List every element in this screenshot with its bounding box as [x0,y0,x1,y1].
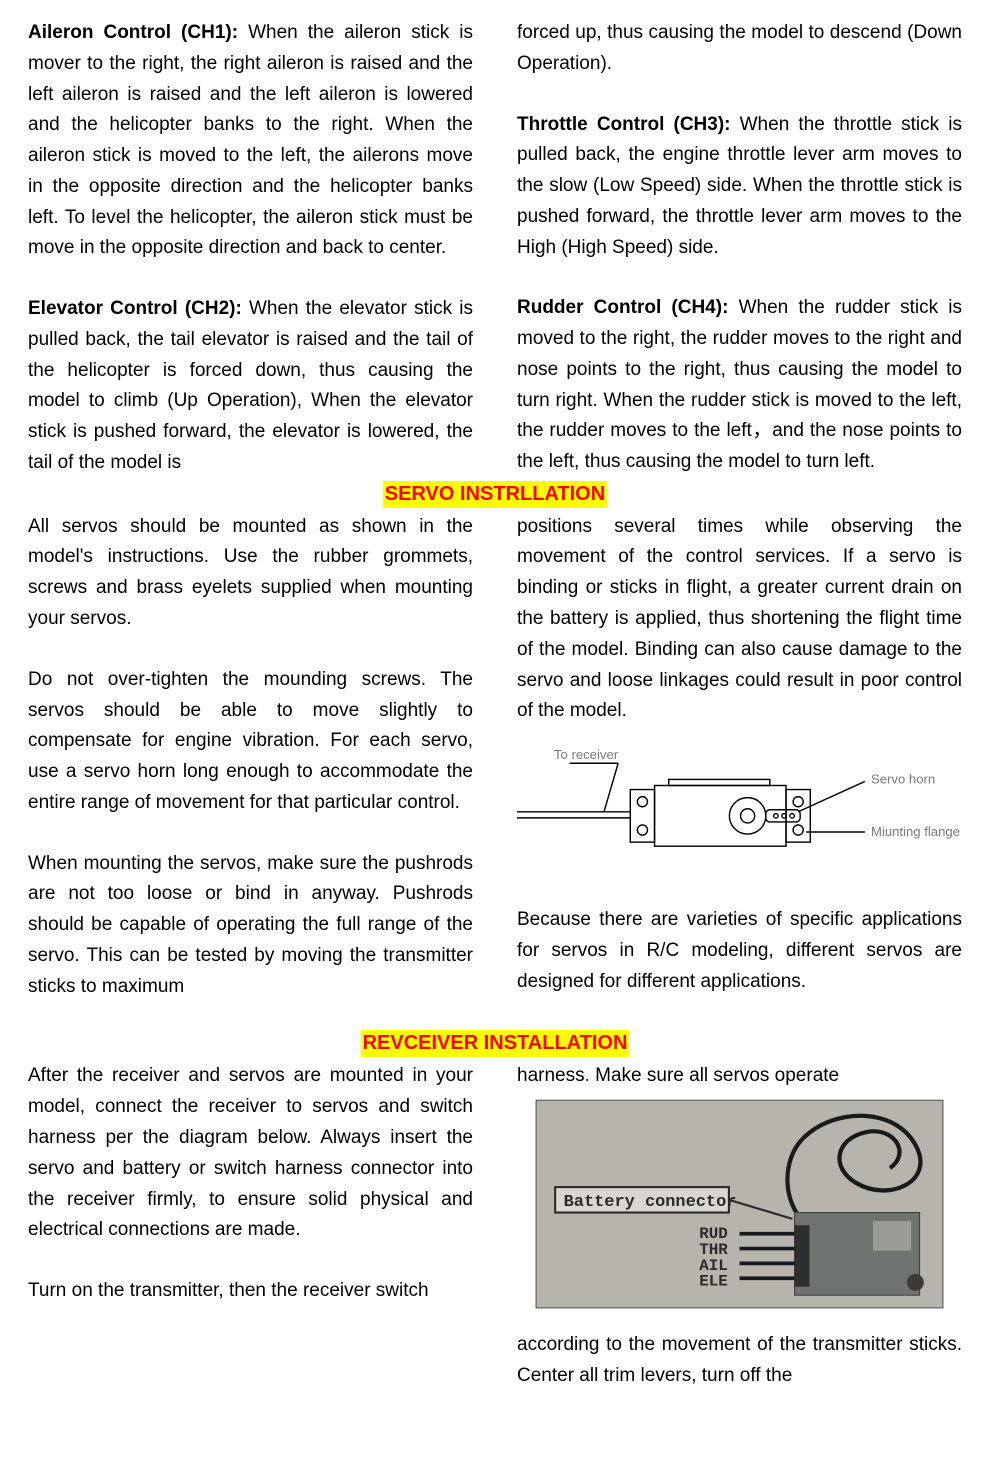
servo-p2: Do not over-tighten the mounding screws.… [28,665,473,819]
diagram-label-flange: Miunting flange [871,824,960,839]
controls-left-column: Aileron Control (CH1): When the aileron … [28,18,473,479]
controls-columns: Aileron Control (CH1): When the aileron … [28,18,962,479]
receiver-p1: After the receiver and servos are mounte… [28,1061,473,1246]
receiver-right-column: harness. Make sure all servos operate [517,1061,962,1391]
servo-install-heading: SERVO INSTRLLATION [28,481,962,508]
servo-r-p1: positions several times while observing … [517,512,962,727]
servo-right-column: positions several times while observing … [517,512,962,1003]
aileron-paragraph: Aileron Control (CH1): When the aileron … [28,18,473,264]
controls-right-column: forced up, thus causing the model to des… [517,18,962,479]
receiver-r-p1b: according to the movement of the transmi… [517,1330,962,1392]
throttle-paragraph: Throttle Control (CH3): When the throttl… [517,110,962,264]
servo-install-heading-text: SERVO INSTRLLATION [383,481,607,508]
servo-columns: All servos should be mounted as shown in… [28,512,962,1003]
elevator-heading: Elevator Control (CH2): [28,298,242,319]
aileron-heading: Aileron Control (CH1): [28,22,238,43]
receiver-photo: Battery connector RUD THR AIL ELE [517,1096,962,1313]
receiver-columns: After the receiver and servos are mounte… [28,1061,962,1391]
photo-label-battery: Battery connector [564,1193,737,1212]
receiver-install-heading: REVCEIVER INSTALLATION [28,1030,962,1057]
receiver-p2: Turn on the transmitter, then the receiv… [28,1276,473,1307]
throttle-body: When the throttle stick is pulled back, … [517,114,962,258]
elevator-cont-paragraph: forced up, thus causing the model to des… [517,18,962,80]
receiver-r-p1a: harness. Make sure all servos operate [517,1061,962,1092]
document-page: Aileron Control (CH1): When the aileron … [0,0,990,1392]
elevator-body: When the elevator stick is pulled back, … [28,298,473,473]
rudder-paragraph: Rudder Control (CH4): When the rudder st… [517,293,962,478]
rudder-body: When the rudder stick is moved to the ri… [517,297,962,472]
rudder-heading: Rudder Control (CH4): [517,297,728,318]
elevator-paragraph: Elevator Control (CH2): When the elevato… [28,294,473,479]
servo-p1: All servos should be mounted as shown in… [28,512,473,635]
servo-diagram: To receiver Servo horn Miunting flange [517,741,962,872]
servo-r-p2: Because there are varieties of specific … [517,905,962,997]
receiver-install-heading-text: REVCEIVER INSTALLATION [361,1030,630,1057]
photo-label-ele: ELE [699,1273,728,1291]
diagram-label-horn: Servo horn [871,772,935,787]
throttle-heading: Throttle Control (CH3): [517,114,731,135]
receiver-left-column: After the receiver and servos are mounte… [28,1061,473,1391]
diagram-label-receiver: To receiver [554,747,619,762]
servo-left-column: All servos should be mounted as shown in… [28,512,473,1003]
servo-p3: When mounting the servos, make sure the … [28,849,473,1003]
aileron-body: When the aileron stick is mover to the r… [28,22,473,258]
